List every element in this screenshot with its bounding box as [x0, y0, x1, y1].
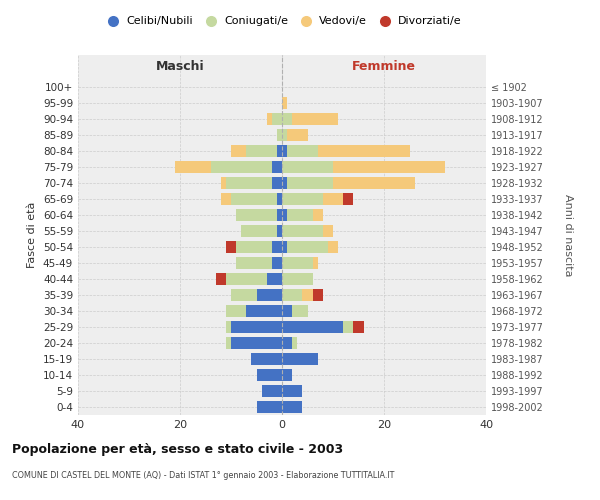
- Bar: [267, 273, 282, 285]
- Bar: [231, 289, 257, 301]
- Bar: [282, 209, 287, 221]
- Bar: [226, 305, 247, 317]
- Bar: [287, 177, 333, 189]
- Bar: [272, 177, 282, 189]
- Bar: [353, 321, 364, 333]
- Bar: [302, 289, 313, 301]
- Bar: [226, 177, 272, 189]
- Bar: [272, 241, 282, 253]
- Text: Femmine: Femmine: [352, 60, 416, 72]
- Bar: [267, 113, 272, 125]
- Legend: Celibi/Nubili, Coniugati/e, Vedovi/e, Divorziati/e: Celibi/Nubili, Coniugati/e, Vedovi/e, Di…: [98, 12, 466, 31]
- Bar: [282, 145, 287, 157]
- Bar: [282, 161, 333, 173]
- Bar: [282, 257, 313, 269]
- Text: Popolazione per età, sesso e stato civile - 2003: Popolazione per età, sesso e stato civil…: [12, 442, 343, 456]
- Bar: [282, 113, 292, 125]
- Bar: [247, 305, 282, 317]
- Bar: [292, 305, 308, 317]
- Bar: [343, 321, 353, 333]
- Bar: [226, 273, 267, 285]
- Bar: [287, 241, 328, 253]
- Bar: [287, 145, 318, 157]
- Bar: [292, 337, 298, 349]
- Bar: [277, 145, 282, 157]
- Bar: [287, 129, 308, 141]
- Bar: [226, 321, 231, 333]
- Y-axis label: Fasce di età: Fasce di età: [28, 202, 37, 268]
- Bar: [231, 145, 247, 157]
- Bar: [257, 369, 282, 381]
- Bar: [282, 97, 287, 109]
- Bar: [277, 193, 282, 205]
- Bar: [277, 225, 282, 237]
- Bar: [231, 193, 277, 205]
- Bar: [282, 401, 302, 413]
- Y-axis label: Anni di nascita: Anni di nascita: [563, 194, 573, 276]
- Bar: [282, 385, 302, 397]
- Bar: [272, 257, 282, 269]
- Bar: [221, 177, 226, 189]
- Text: Maschi: Maschi: [155, 60, 205, 72]
- Bar: [236, 209, 277, 221]
- Bar: [277, 209, 282, 221]
- Bar: [257, 401, 282, 413]
- Bar: [282, 337, 292, 349]
- Bar: [231, 321, 282, 333]
- Bar: [323, 225, 333, 237]
- Bar: [226, 337, 231, 349]
- Bar: [282, 225, 323, 237]
- Bar: [323, 193, 343, 205]
- Bar: [221, 193, 231, 205]
- Bar: [236, 257, 272, 269]
- Bar: [272, 161, 282, 173]
- Bar: [282, 289, 302, 301]
- Bar: [333, 161, 445, 173]
- Bar: [292, 113, 338, 125]
- Bar: [241, 225, 277, 237]
- Bar: [247, 145, 277, 157]
- Bar: [231, 337, 282, 349]
- Bar: [313, 289, 323, 301]
- Bar: [282, 129, 287, 141]
- Bar: [277, 129, 282, 141]
- Bar: [282, 353, 318, 365]
- Bar: [282, 241, 287, 253]
- Bar: [216, 273, 226, 285]
- Bar: [328, 241, 338, 253]
- Bar: [282, 193, 323, 205]
- Bar: [318, 145, 410, 157]
- Bar: [313, 257, 318, 269]
- Bar: [282, 369, 292, 381]
- Text: COMUNE DI CASTEL DEL MONTE (AQ) - Dati ISTAT 1° gennaio 2003 - Elaborazione TUTT: COMUNE DI CASTEL DEL MONTE (AQ) - Dati I…: [12, 471, 394, 480]
- Bar: [236, 241, 272, 253]
- Bar: [282, 177, 287, 189]
- Bar: [287, 209, 313, 221]
- Bar: [226, 241, 236, 253]
- Bar: [333, 177, 415, 189]
- Bar: [282, 273, 313, 285]
- Bar: [282, 305, 292, 317]
- Bar: [257, 289, 282, 301]
- Bar: [251, 353, 282, 365]
- Bar: [272, 113, 282, 125]
- Bar: [343, 193, 353, 205]
- Bar: [282, 321, 343, 333]
- Bar: [313, 209, 323, 221]
- Bar: [175, 161, 211, 173]
- Bar: [262, 385, 282, 397]
- Bar: [211, 161, 272, 173]
